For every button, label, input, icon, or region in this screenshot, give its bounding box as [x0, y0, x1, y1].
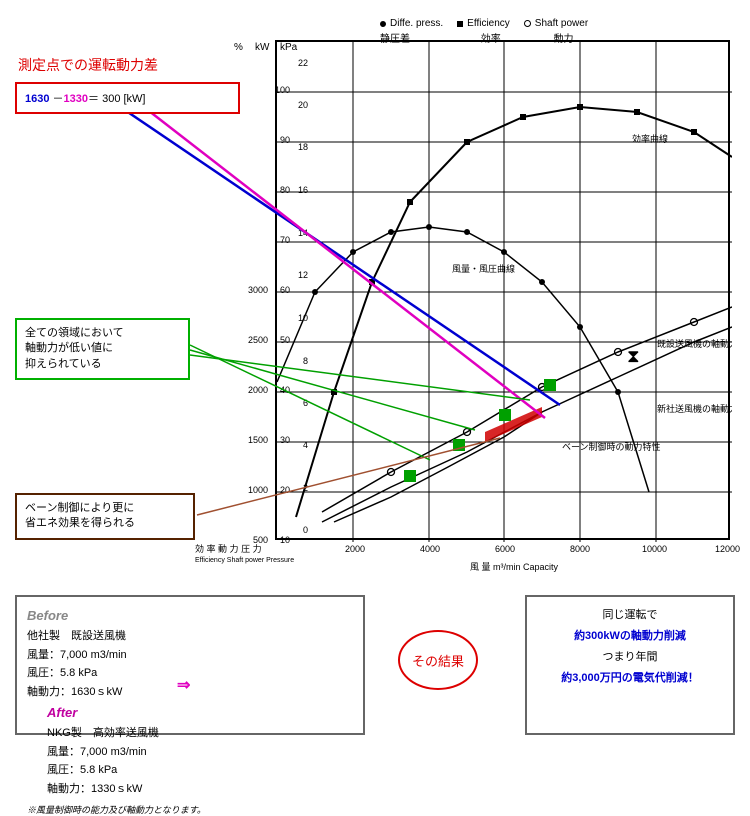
chart-legend: Diffe. press. Efficiency Shaft power: [380, 18, 588, 29]
label-new: 新社送風機の軸動力: [657, 403, 732, 414]
result-oval: その結果: [398, 630, 478, 690]
arrow-icon: ⇒: [177, 675, 190, 695]
fan-performance-chart: ⧗ 効率曲線 風量・風圧曲線 既設送風機の軸動力 新社送風機の軸動力 ベーン制御…: [275, 40, 730, 540]
axis-pct: %: [234, 42, 243, 53]
axis-bottom-labels: 効 率 動 力 圧 力 Efficiency Shaft power Press…: [195, 545, 294, 565]
label-existing: 既設送風機の軸動力: [657, 338, 732, 349]
green-callout: 全ての領域において軸動力が低い値に抑えられている: [15, 318, 190, 380]
label-eff: 効率曲線: [632, 133, 668, 144]
before-after-panel: Before 他社製 既設送風機 風量：7,000 m3/min 風圧：5.8 …: [15, 595, 365, 735]
callout-title: 測定点での運転動力差: [18, 55, 158, 75]
label-fp: 風量・風圧曲線: [452, 263, 515, 274]
equation-box: 1630 －1330＝ 300 [kW]: [15, 82, 240, 114]
label-vane: ベーン制御時の動力特性: [562, 441, 661, 452]
x-axis-title: 風 量 m³/min Capacity: [470, 560, 558, 573]
axis-kw: kW: [255, 42, 269, 53]
operating-point-icon: ⧗: [627, 346, 640, 366]
result-panel: 同じ運転で 約300kWの軸動力削減 つまり年間 約3,000万円の電気代削減！: [525, 595, 735, 735]
brown-callout: ベーン制御により更に省エネ効果を得られる: [15, 493, 195, 540]
